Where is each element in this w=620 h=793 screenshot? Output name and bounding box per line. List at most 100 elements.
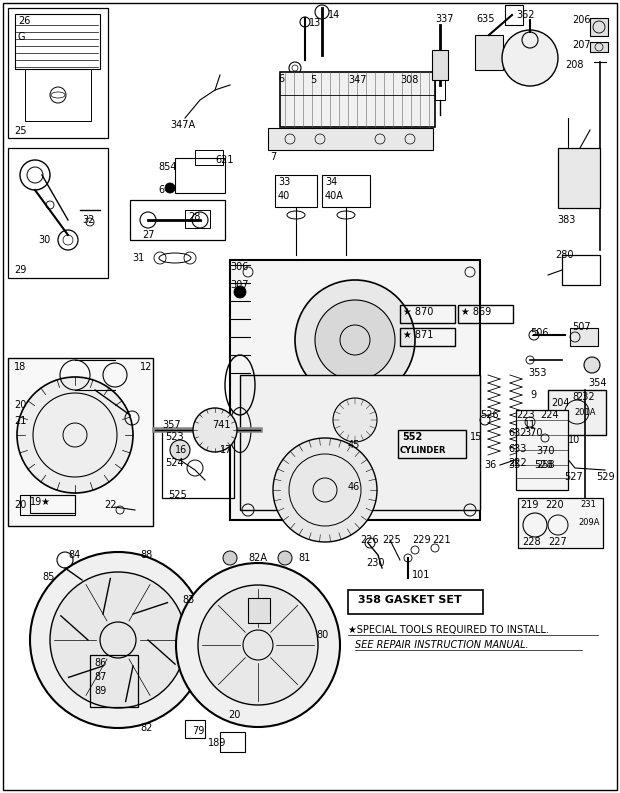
Text: 83: 83 [182,595,194,605]
Text: 232: 232 [576,392,595,402]
Circle shape [17,377,133,493]
Text: 633: 633 [508,444,526,454]
Text: 230: 230 [366,558,384,568]
Text: G: G [18,32,25,42]
Text: 86: 86 [94,658,106,668]
Circle shape [30,552,206,728]
Circle shape [584,357,600,373]
Text: 85: 85 [42,572,55,582]
Text: 221: 221 [432,535,451,545]
Text: 89: 89 [94,686,106,696]
Bar [175,158,225,193]
Bar [25,69,91,121]
Bar [400,305,455,323]
Text: 30: 30 [38,235,50,245]
Text: 6: 6 [158,185,164,195]
Bar [275,175,317,207]
Text: 223: 223 [516,410,534,420]
Circle shape [333,398,377,442]
Text: 32: 32 [82,215,94,225]
Bar [475,35,503,70]
Text: 228: 228 [522,537,541,547]
Text: 525: 525 [168,490,187,500]
Text: 527: 527 [564,472,583,482]
Text: 229: 229 [412,535,431,545]
Bar [590,42,608,52]
Text: 84: 84 [68,550,80,560]
Text: 219: 219 [520,500,539,510]
Circle shape [234,286,246,298]
Text: 101: 101 [412,570,430,580]
Text: 189: 189 [208,738,226,748]
Text: 854: 854 [158,162,177,172]
Bar [435,80,445,100]
Bar [505,5,523,25]
Text: 40: 40 [278,191,290,201]
Bar [15,14,100,69]
Bar [185,720,205,738]
Text: 79: 79 [192,726,205,736]
Bar [90,655,138,707]
Circle shape [193,408,237,452]
Bar [8,8,108,138]
Circle shape [502,30,558,86]
Text: 201A: 201A [574,408,595,417]
Text: 280: 280 [555,250,574,260]
Bar [432,50,448,80]
Text: www.SmallEngineparts.com: www.SmallEngineparts.com [232,475,388,485]
Text: 21: 21 [14,416,27,426]
Circle shape [50,572,186,708]
Bar [280,72,435,127]
Text: 20: 20 [14,400,27,410]
Bar [248,598,270,623]
Text: 34: 34 [325,177,337,187]
Text: ★ 870: ★ 870 [403,307,433,317]
Text: 529: 529 [596,472,614,482]
Text: 353: 353 [528,368,546,378]
Text: 524: 524 [165,458,184,468]
Text: 82A: 82A [248,553,267,563]
Bar [130,200,225,240]
Text: 10: 10 [568,435,580,445]
Text: 11: 11 [524,420,536,430]
Text: 35: 35 [508,460,520,470]
Circle shape [198,585,318,705]
Bar [220,732,245,752]
Text: 19★: 19★ [30,497,51,507]
Text: SEE REPAIR INSTRUCTION MANUAL.: SEE REPAIR INSTRUCTION MANUAL. [355,640,529,650]
Text: 308: 308 [400,75,419,85]
Text: 14: 14 [328,10,340,20]
Text: 347A: 347A [170,120,195,130]
Text: 526: 526 [480,410,498,420]
Bar [162,430,234,498]
Text: 28: 28 [188,212,200,222]
Text: 45: 45 [348,440,360,450]
Text: 18: 18 [14,362,26,372]
Text: 7: 7 [270,152,277,162]
Circle shape [165,183,175,193]
Text: 307: 307 [230,280,249,290]
Text: 87: 87 [94,672,107,682]
Bar [322,175,370,207]
Circle shape [223,551,237,565]
Text: 36: 36 [484,460,496,470]
Text: 337: 337 [435,14,453,24]
Bar [558,148,600,208]
Text: 231: 231 [580,500,596,509]
Text: 16: 16 [175,445,187,455]
Text: 222: 222 [508,458,527,468]
Bar [195,150,223,165]
Text: 220: 220 [545,500,564,510]
Text: 632: 632 [508,428,526,438]
Bar [8,358,153,526]
Bar [400,328,455,346]
Text: 207: 207 [572,40,591,50]
Text: 81: 81 [298,553,310,563]
Text: ★SPECIAL TOOLS REQUIRED TO INSTALL.: ★SPECIAL TOOLS REQUIRED TO INSTALL. [348,625,549,635]
Text: 31: 31 [132,253,144,263]
Bar [548,390,606,435]
Circle shape [315,300,395,380]
Text: 226: 226 [360,535,379,545]
Text: 552: 552 [402,432,422,442]
Text: 27: 27 [142,230,154,240]
